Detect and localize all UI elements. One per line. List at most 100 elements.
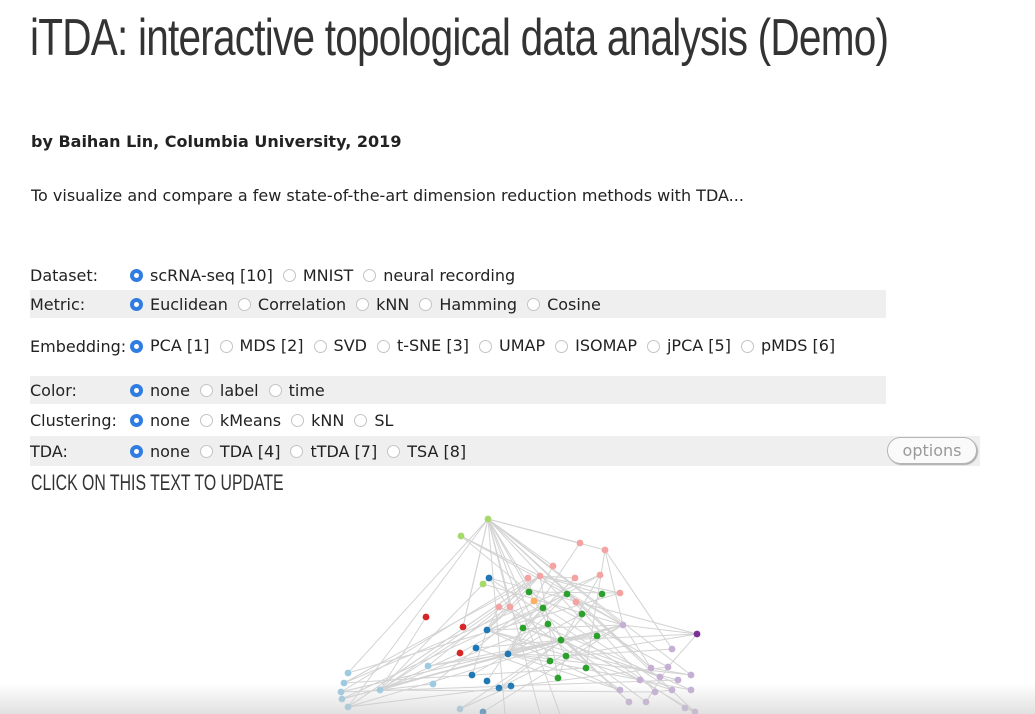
graph-node[interactable] [483,626,491,634]
radio-button[interactable] [130,268,143,282]
dataset-option[interactable]: scRNA-seq [10] [130,266,273,285]
graph-node[interactable] [647,664,655,672]
graph-node[interactable] [546,657,554,665]
graph-node[interactable] [598,590,606,598]
embedding-option[interactable]: ISOMAP [555,333,637,359]
graph-node[interactable] [539,604,547,612]
radio-button[interactable] [555,339,569,353]
radio-button[interactable] [130,383,143,397]
graph-node[interactable] [479,580,487,588]
graph-node[interactable] [484,515,492,523]
graph-node[interactable] [562,652,570,660]
graph-node[interactable] [530,597,538,605]
graph-node[interactable] [572,598,580,606]
graph-node[interactable] [664,663,672,671]
graph-node[interactable] [457,532,465,540]
color-option[interactable]: label [199,381,259,400]
graph-node[interactable] [549,562,557,570]
graph-node[interactable] [596,571,604,579]
metric-option[interactable]: kNN [356,295,409,314]
radio-button[interactable] [479,339,492,353]
graph-node[interactable] [483,677,491,685]
metric-option[interactable]: Euclidean [130,295,228,314]
graph-node[interactable] [506,603,514,611]
graph-node[interactable] [456,649,464,657]
graph-node[interactable] [536,572,544,580]
graph-node[interactable] [472,644,480,652]
graph-node[interactable] [468,671,476,679]
radio-button[interactable] [130,413,143,427]
radio-button[interactable] [282,268,296,282]
dataset-option[interactable]: neural recording [363,266,515,285]
radio-button[interactable] [199,444,213,458]
radio-button[interactable] [387,444,401,458]
graph-node[interactable] [578,610,586,618]
tda-option[interactable]: TDA [4] [199,442,280,461]
embedding-option[interactable]: PCA [1] [130,333,210,359]
clustering-option[interactable]: none [130,411,190,430]
radio-button[interactable] [130,297,143,311]
tda-option[interactable]: none [130,442,190,461]
graph-node[interactable] [554,674,562,682]
graph-node[interactable] [582,664,590,672]
radio-button[interactable] [313,339,327,353]
graph-node[interactable] [563,590,571,598]
radio-button[interactable] [376,339,390,353]
graph-node[interactable] [544,620,552,628]
graph-node[interactable] [656,673,664,681]
graph-node[interactable] [524,574,532,582]
radio-button[interactable] [130,339,143,353]
graph-node[interactable] [616,589,624,597]
graph-node[interactable] [459,623,467,631]
graph-node[interactable] [636,676,644,684]
tda-option[interactable]: TSA [8] [387,442,466,461]
graph-node[interactable] [571,574,579,582]
graph-node[interactable] [668,645,676,653]
embedding-option[interactable]: t-SNE [3] [376,333,469,359]
radio-button[interactable] [740,339,754,353]
radio-button[interactable] [291,413,305,427]
radio-button[interactable] [290,444,304,458]
graph-node[interactable] [576,539,584,547]
embedding-option[interactable]: UMAP [479,333,545,359]
radio-button[interactable] [356,297,370,311]
graph-node[interactable] [344,669,352,677]
radio-button[interactable] [268,383,282,397]
metric-option[interactable]: Cosine [527,295,601,314]
metric-option[interactable]: Correlation [237,295,346,314]
radio-button[interactable] [199,413,213,427]
graph-node[interactable] [557,636,565,644]
radio-button[interactable] [219,339,233,353]
tda-option[interactable]: tTDA [7] [290,442,377,461]
embedding-option[interactable]: MDS [2] [219,333,304,359]
graph-node[interactable] [674,676,682,684]
radio-button[interactable] [237,297,251,311]
graph-node[interactable] [601,546,609,554]
graph-node[interactable] [687,671,695,679]
graph-node[interactable] [525,588,533,596]
embedding-option[interactable]: pMDS [6] [740,333,835,359]
update-link[interactable]: CLICK ON THIS TEXT TO UPDATE [31,470,284,495]
radio-button[interactable] [646,339,660,353]
clustering-option[interactable]: kMeans [199,411,281,430]
graph-node[interactable] [519,624,527,632]
embedding-option[interactable]: SVD [313,333,367,359]
radio-button[interactable] [419,297,433,311]
graph-node[interactable] [485,574,493,582]
radio-button[interactable] [527,297,541,311]
radio-button[interactable] [130,444,143,458]
metric-option[interactable]: Hamming [419,295,517,314]
clustering-option[interactable]: SL [354,411,393,430]
radio-button[interactable] [363,268,377,282]
radio-button[interactable] [354,413,368,427]
color-option[interactable]: time [268,381,325,400]
graph-node[interactable] [504,650,512,658]
radio-button[interactable] [199,383,213,397]
graph-node[interactable] [422,613,430,621]
clustering-option[interactable]: kNN [291,411,344,430]
graph-node[interactable] [593,632,601,640]
graph-node[interactable] [495,603,503,611]
graph-node[interactable] [619,621,627,629]
graph-node[interactable] [424,662,432,670]
options-button[interactable]: options [887,437,977,464]
